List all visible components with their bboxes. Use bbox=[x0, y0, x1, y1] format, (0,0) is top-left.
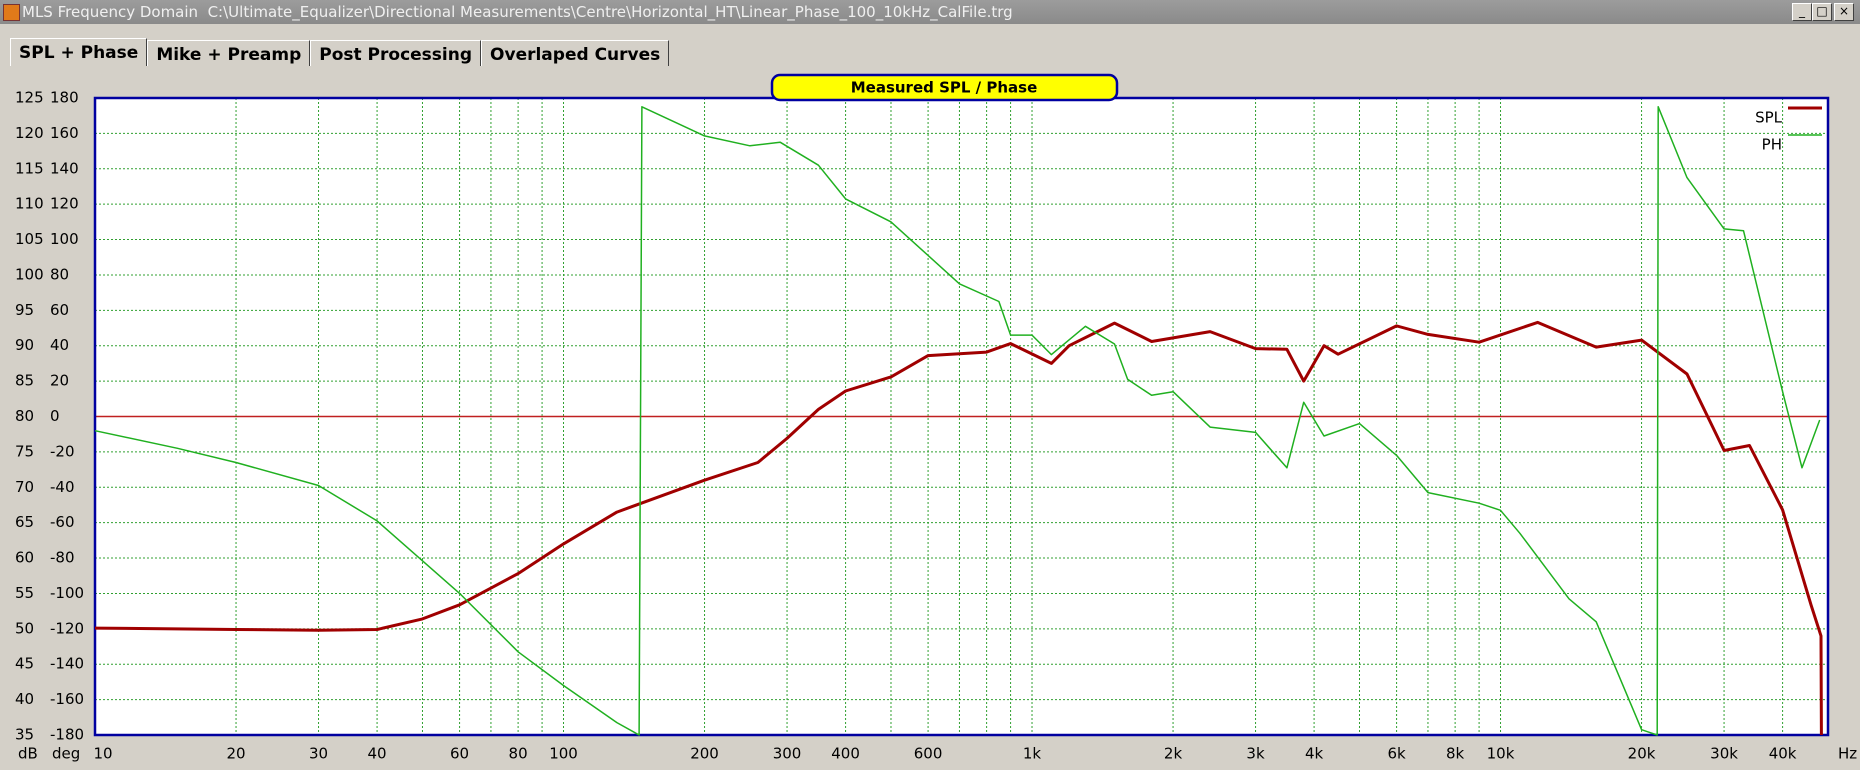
y-tick-label: 85 bbox=[15, 372, 34, 390]
x-tick-label: 80 bbox=[509, 745, 528, 763]
y2-tick-label: 20 bbox=[50, 372, 69, 390]
x-tick-label: 4k bbox=[1305, 745, 1324, 763]
chart: 3540455055606570758085909510010511011512… bbox=[0, 66, 1860, 770]
y2-tick-label: -120 bbox=[50, 619, 84, 637]
x-tick-label: 40 bbox=[368, 745, 387, 763]
legend-label: SPL bbox=[1755, 109, 1783, 127]
y-tick-label: 105 bbox=[15, 230, 44, 248]
y-tick-label: 80 bbox=[15, 407, 34, 425]
y-tick-label: 95 bbox=[15, 301, 34, 319]
y2-tick-label: -160 bbox=[50, 690, 84, 708]
y2-tick-label: 180 bbox=[50, 89, 79, 107]
x-tick-label: 10 bbox=[93, 745, 112, 763]
chart-title-box bbox=[770, 73, 1119, 102]
y-tick-label: 125 bbox=[15, 89, 44, 107]
y2-tick-label: 60 bbox=[50, 301, 69, 319]
y-tick-label: 40 bbox=[15, 690, 34, 708]
x-tick-label: 8k bbox=[1446, 745, 1465, 763]
y-tick-label: 100 bbox=[15, 265, 44, 283]
y-tick-label: 65 bbox=[15, 513, 34, 531]
x-axis-label: Hz bbox=[1838, 745, 1857, 763]
y-tick-label: 60 bbox=[15, 549, 34, 567]
maximize-button[interactable]: □ bbox=[1812, 3, 1832, 21]
x-tick-label: 600 bbox=[914, 745, 943, 763]
y-axis-label: dB bbox=[18, 745, 38, 763]
chart-title: Measured SPL / Phase bbox=[851, 79, 1038, 97]
x-tick-label: 100 bbox=[549, 745, 578, 763]
x-tick-label: 20 bbox=[226, 745, 245, 763]
series-line bbox=[94, 320, 1823, 736]
y2-tick-label: -100 bbox=[50, 584, 84, 602]
y-tick-label: 90 bbox=[15, 336, 34, 354]
tab[interactable]: Post Processing bbox=[310, 40, 482, 70]
x-tick-label: 200 bbox=[690, 745, 719, 763]
y-tick-label: 70 bbox=[15, 478, 34, 496]
tab[interactable]: Overlaped Curves bbox=[481, 40, 670, 70]
y-tick-label: 50 bbox=[15, 619, 34, 637]
y2-tick-label: 160 bbox=[50, 124, 79, 142]
close-button[interactable]: × bbox=[1834, 3, 1854, 21]
y-tick-label: 55 bbox=[15, 584, 34, 602]
y-tick-label: 120 bbox=[15, 124, 44, 142]
y2-tick-label: 0 bbox=[50, 407, 60, 425]
legend-label: PH bbox=[1762, 136, 1782, 154]
x-tick-label: 1k bbox=[1023, 745, 1042, 763]
x-tick-label: 30k bbox=[1710, 745, 1738, 763]
y2-tick-label: 120 bbox=[50, 195, 79, 213]
y2-tick-label: 100 bbox=[50, 230, 79, 248]
x-tick-label: 10k bbox=[1487, 745, 1515, 763]
y2-tick-label: -80 bbox=[50, 549, 75, 567]
app-icon bbox=[3, 4, 20, 21]
y-tick-label: 75 bbox=[15, 442, 34, 460]
tab[interactable]: Mike + Preamp bbox=[147, 40, 311, 70]
x-tick-label: 3k bbox=[1246, 745, 1265, 763]
y2-tick-label: -40 bbox=[50, 478, 75, 496]
x-tick-label: 40k bbox=[1769, 745, 1797, 763]
y-tick-label: 45 bbox=[15, 655, 34, 673]
x-tick-label: 20k bbox=[1628, 745, 1656, 763]
y-tick-label: 110 bbox=[15, 195, 44, 213]
x-tick-label: 60 bbox=[450, 745, 469, 763]
y2-tick-label: -180 bbox=[50, 726, 84, 744]
y2-tick-label: 140 bbox=[50, 159, 79, 177]
window-title: MLS Frequency Domain C:\Ultimate_Equaliz… bbox=[22, 3, 1013, 21]
y2-tick-label: -140 bbox=[50, 655, 84, 673]
tab-strip: SPL + Phase Mike + Preamp Post Processin… bbox=[10, 38, 670, 72]
y-tick-label: 115 bbox=[15, 159, 44, 177]
title-bar: MLS Frequency Domain C:\Ultimate_Equaliz… bbox=[0, 0, 1860, 24]
y2-tick-label: 80 bbox=[50, 265, 69, 283]
series-line bbox=[94, 106, 1821, 736]
minimize-button[interactable]: _ bbox=[1792, 3, 1812, 21]
x-tick-label: 30 bbox=[309, 745, 328, 763]
y2-tick-label: -60 bbox=[50, 513, 75, 531]
y-tick-label: 35 bbox=[15, 726, 34, 744]
y2-axis-label: deg bbox=[52, 745, 80, 763]
x-tick-label: 400 bbox=[831, 745, 860, 763]
y2-tick-label: -20 bbox=[50, 442, 75, 460]
y2-tick-label: 40 bbox=[50, 336, 69, 354]
x-tick-label: 300 bbox=[773, 745, 802, 763]
x-tick-label: 6k bbox=[1387, 745, 1406, 763]
x-tick-label: 2k bbox=[1164, 745, 1183, 763]
